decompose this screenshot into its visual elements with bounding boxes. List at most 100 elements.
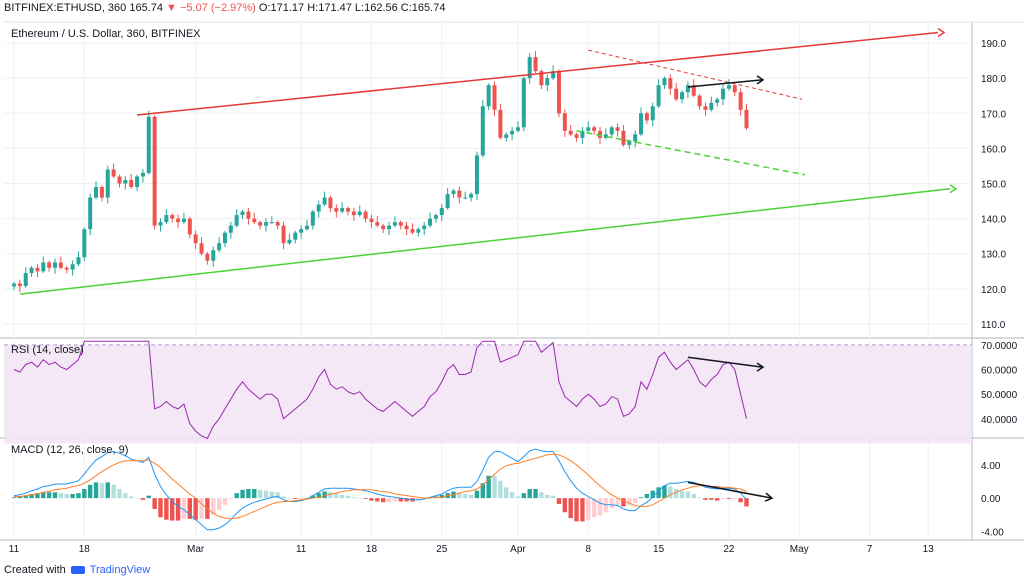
price-tick-label: 110.0 (981, 320, 1006, 331)
candle (445, 188, 450, 210)
macd-histogram-bar (175, 498, 181, 521)
macd-histogram-bar (709, 498, 714, 500)
macd-histogram-bar (298, 498, 304, 499)
macd-histogram-bar (351, 497, 357, 499)
candle (375, 216, 380, 228)
candle-body (70, 264, 75, 270)
price-divergence-arrow-icon (756, 75, 765, 85)
macd-histogram-bar (480, 483, 485, 499)
time-tick-label: 15 (653, 544, 665, 555)
macd-histogram-bar (240, 489, 245, 499)
candle (111, 163, 116, 179)
candle (480, 100, 485, 158)
macd-histogram-bar (328, 492, 333, 499)
candle-body (340, 208, 345, 212)
candle-body (275, 222, 280, 226)
candle (603, 128, 608, 140)
candle (433, 213, 438, 223)
macd-histogram-bar (199, 498, 204, 519)
candle (633, 130, 638, 148)
candle-body (580, 130, 585, 138)
candle-body (47, 262, 52, 268)
candle (510, 126, 515, 141)
candle-body (381, 225, 386, 230)
candle-body (375, 222, 380, 226)
candle (533, 51, 538, 73)
candle-body (639, 113, 644, 135)
macd-histogram-bar (527, 489, 532, 499)
candle-body (551, 71, 556, 79)
candle (181, 212, 186, 224)
macd-histogram-bar (498, 480, 503, 499)
candle-body (433, 215, 438, 219)
symbol-label[interactable]: BITFINEX:ETHUSD, 360 (4, 2, 127, 14)
candle-body (387, 225, 392, 230)
candle (574, 132, 579, 142)
time-tick-label: 18 (366, 544, 378, 555)
candle-body (181, 218, 186, 223)
candle-body (703, 106, 708, 110)
candle (387, 221, 392, 236)
rsi-tick-label: 50.0000 (981, 390, 1018, 401)
candle (58, 256, 63, 270)
candle-body (527, 57, 532, 79)
candle-body (82, 229, 87, 258)
candle-body (217, 243, 222, 251)
candle (170, 213, 175, 223)
candle-body (480, 106, 485, 156)
candle-body (568, 130, 573, 135)
candle (246, 207, 251, 225)
macd-histogram-bar (23, 495, 28, 499)
macd-histogram-bar (211, 498, 216, 515)
candle (146, 110, 151, 175)
macd-histogram-bar (732, 498, 737, 499)
candle (680, 90, 685, 104)
price-change: −5.07 (−2.97%) (180, 2, 256, 14)
footer-brand[interactable]: TradingView (89, 564, 151, 576)
candle-body (310, 211, 315, 226)
candle (545, 74, 550, 92)
macd-histogram-bar (685, 491, 691, 499)
candle (41, 256, 46, 274)
macd-histogram-bar (673, 489, 679, 499)
price-pane-title: Ethereum / U.S. Dollar, 360, BITFINEX (11, 28, 201, 40)
macd-histogram-bar (345, 495, 351, 499)
candle-body (715, 99, 720, 103)
candle (12, 281, 16, 291)
chart-canvas[interactable]: 110.0120.0130.0140.0150.0160.0170.0180.0… (0, 0, 1024, 560)
time-tick-label: 11 (9, 544, 20, 555)
candle (322, 191, 327, 207)
macd-histogram-bar (386, 498, 392, 503)
candle (381, 223, 386, 234)
price-tick-label: 190.0 (981, 39, 1006, 50)
candle (609, 125, 614, 139)
macd-histogram-bar (146, 495, 151, 499)
macd-histogram-bar (703, 498, 708, 500)
candle (217, 237, 222, 252)
macd-histogram-bar (357, 498, 362, 499)
macd-histogram-bar (52, 492, 58, 499)
candle (492, 81, 497, 116)
candle-body (539, 71, 544, 86)
candle (346, 206, 351, 216)
macd-histogram-bar (726, 498, 732, 499)
time-tick-label: 25 (436, 544, 448, 555)
candle-body (152, 116, 157, 226)
macd-histogram-bar (164, 498, 169, 520)
candle (668, 74, 673, 95)
candle (457, 186, 462, 204)
candle-body (533, 57, 538, 72)
candle-body (404, 225, 409, 230)
candle-body (586, 127, 591, 131)
macd-histogram-bar (181, 498, 187, 519)
time-tick-label: 11 (296, 544, 307, 555)
macd-histogram-bar (463, 493, 468, 499)
candle-body (187, 218, 192, 235)
candle (404, 221, 409, 236)
macd-histogram-bar (35, 493, 40, 499)
candle-body (515, 127, 520, 131)
candle (744, 103, 749, 131)
candle (263, 218, 268, 232)
candle (105, 165, 110, 204)
candle-body (316, 204, 321, 212)
